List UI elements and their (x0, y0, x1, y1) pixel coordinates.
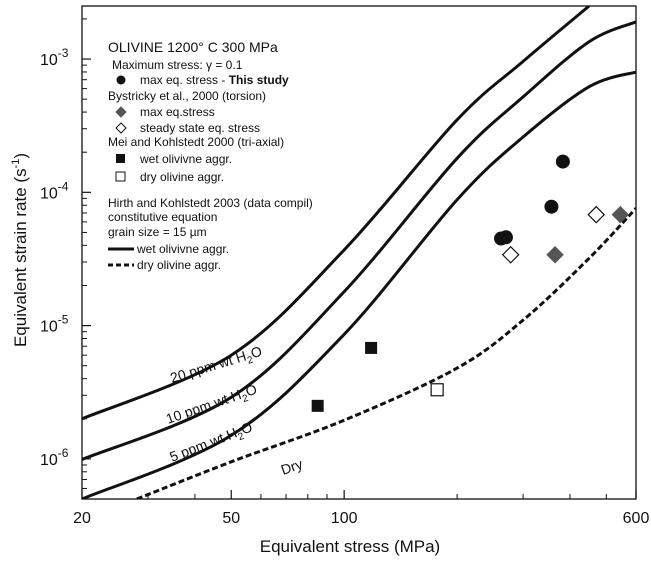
x-tick-label-1: 50 (222, 510, 240, 527)
legend-marker-filled-circle (117, 76, 126, 85)
legend: OLIVINE 1200° C 300 MPa Maximum stress: … (108, 39, 313, 272)
x-tick-label-3: 600 (623, 510, 650, 527)
legend-hirth: Hirth and Kohlstedt 2003 (data compil) (108, 196, 313, 210)
legend-dry-line: dry olivine aggr. (137, 258, 221, 272)
curve-label-5ppm: 5 ppm wt H2O (167, 419, 256, 469)
y-tick-label-2: 10-4 (40, 179, 69, 202)
x-tick-label-0: 20 (73, 510, 91, 527)
curve-labels: 20 ppm wt H2O 10 ppm wt H2O 5 ppm wt H2O… (164, 343, 305, 478)
y-tick-label-3: 10-3 (40, 46, 69, 69)
legend-bystricky-steady: steady state eq. stress (140, 121, 260, 135)
y-axis-title: Equivalent strain rate (s-1) (10, 153, 30, 347)
legend-marker-filled-diamond (116, 107, 126, 117)
legend-marker-filled-square (116, 154, 125, 163)
legend-grain-size: grain size = 15 µm (108, 225, 207, 239)
legend-this-study: max eq. stress - This study (140, 73, 289, 87)
legend-bystricky: Bystricky et al., 2000 (torsion) (108, 89, 266, 103)
legend-constitutive: constitutive equation (108, 210, 217, 224)
legend-bystricky-max: max eq.stress (140, 105, 215, 119)
y-tick-label-1: 10-5 (40, 313, 69, 336)
axis-tick-labels: 20 50 100 600 10-6 10-5 10-4 10-3 (40, 46, 649, 527)
legend-mei-dry: dry olivine aggr. (140, 170, 224, 184)
data-point-2-0 (503, 247, 519, 263)
legend-title: OLIVINE 1200° C 300 MPa (108, 39, 278, 55)
data-point-0-1 (499, 230, 513, 244)
y-tick-label-0: 10-6 (40, 446, 69, 469)
data-point-4-0 (431, 384, 443, 396)
data-point-3-0 (312, 400, 324, 412)
data-point-1-0 (547, 247, 563, 263)
data-markers (312, 155, 629, 412)
legend-wet-line: wet olivivne aggr. (136, 242, 229, 256)
data-point-0-3 (556, 155, 570, 169)
legend-mei-wet: wet olivivne aggr. (139, 152, 232, 166)
x-tick-label-2: 100 (331, 510, 358, 527)
legend-max-stress: Maximum stress: γ = 0.1 (112, 58, 243, 72)
data-point-3-1 (365, 342, 377, 354)
legend-marker-open-diamond (116, 123, 126, 133)
legend-mei: Mei and Kohlstedt 2000 (tri-axial) (108, 135, 284, 149)
data-point-2-1 (588, 207, 604, 223)
legend-marker-open-square (116, 172, 125, 181)
data-point-0-2 (544, 200, 558, 214)
curve-1 (82, 22, 636, 460)
x-axis-title: Equivalent stress (MPa) (260, 537, 440, 556)
curve-label-dry: Dry (279, 456, 305, 478)
